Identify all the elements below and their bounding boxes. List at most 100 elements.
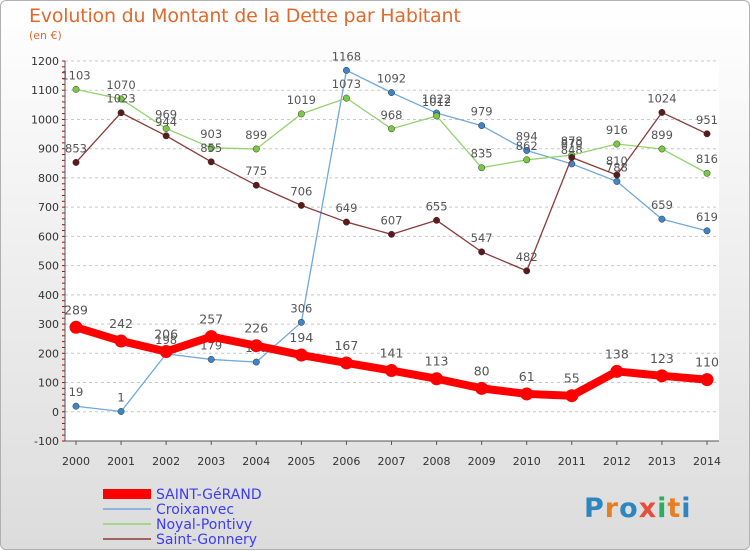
data-label: 944 xyxy=(155,115,177,129)
logo-letter: o xyxy=(619,493,639,524)
data-label: 899 xyxy=(245,128,267,142)
data-point xyxy=(523,267,531,275)
data-point xyxy=(613,177,621,185)
data-point xyxy=(207,144,215,152)
data-label: 862 xyxy=(516,139,538,153)
y-tick-label: 1200 xyxy=(31,55,59,68)
data-label: 1 xyxy=(117,390,124,404)
y-tick-label: 0 xyxy=(52,406,59,419)
data-point xyxy=(117,408,125,415)
data-point xyxy=(613,171,621,179)
x-tick-label: 2008 xyxy=(423,455,451,468)
data-label: 1073 xyxy=(332,77,361,91)
x-tick-label: 2002 xyxy=(152,455,180,468)
legend-label: Noyal-Pontivy xyxy=(156,517,252,533)
data-label: 1012 xyxy=(422,95,451,109)
data-label: 167 xyxy=(334,338,358,353)
data-label: 816 xyxy=(696,152,718,166)
data-point xyxy=(385,364,398,378)
data-label: 655 xyxy=(426,199,448,213)
y-tick-label: 900 xyxy=(38,143,59,156)
data-point xyxy=(613,140,621,148)
logo-letter: i xyxy=(657,493,668,524)
data-label: 1103 xyxy=(61,68,90,82)
y-tick-label: 1000 xyxy=(31,113,59,126)
legend-label: Croixanvec xyxy=(156,502,234,518)
data-label: 979 xyxy=(471,105,493,119)
data-label: 242 xyxy=(109,316,133,331)
x-tick-label: 2006 xyxy=(332,455,360,468)
data-label: 113 xyxy=(425,354,449,369)
data-point xyxy=(478,164,486,172)
data-label: 110 xyxy=(695,355,719,370)
data-label: 80 xyxy=(474,363,490,378)
data-point xyxy=(342,218,350,226)
data-point xyxy=(433,112,441,120)
data-point xyxy=(249,339,263,353)
x-tick-label: 2001 xyxy=(107,455,135,468)
data-label: 1023 xyxy=(106,92,135,106)
data-point xyxy=(297,201,305,209)
y-tick-label: -100 xyxy=(34,435,59,448)
data-point xyxy=(658,145,666,153)
data-point xyxy=(388,125,395,133)
logo-letter: P xyxy=(584,493,605,524)
data-label: 853 xyxy=(65,141,87,155)
data-label: 547 xyxy=(471,231,493,245)
data-label: 194 xyxy=(289,330,313,345)
y-tick-label: 500 xyxy=(38,260,59,273)
data-label: 607 xyxy=(381,213,403,227)
data-point xyxy=(252,181,260,189)
x-tick-label: 2003 xyxy=(197,455,225,468)
data-point xyxy=(207,158,215,166)
data-label: 916 xyxy=(606,123,628,137)
data-point xyxy=(252,358,260,366)
data-label: 870 xyxy=(561,136,583,150)
data-point xyxy=(703,169,711,177)
data-label: 894 xyxy=(516,129,538,143)
data-point xyxy=(252,145,260,153)
data-label: 1019 xyxy=(287,93,316,107)
data-point xyxy=(207,355,215,363)
data-point xyxy=(700,373,714,387)
data-label: 198 xyxy=(155,333,177,347)
data-point xyxy=(478,248,486,256)
data-point xyxy=(162,125,170,132)
data-label: 649 xyxy=(335,201,357,215)
data-point xyxy=(297,318,305,326)
x-tick-label: 2013 xyxy=(648,455,676,468)
y-tick-label: 800 xyxy=(38,172,59,185)
data-point xyxy=(658,108,666,116)
data-point xyxy=(610,364,624,378)
data-label: 1022 xyxy=(422,92,451,106)
x-tick-label: 2012 xyxy=(603,455,631,468)
data-label: 951 xyxy=(696,113,718,127)
data-point xyxy=(655,369,669,383)
data-label: 55 xyxy=(564,371,580,386)
data-point xyxy=(117,109,125,117)
data-point xyxy=(523,146,531,154)
unit-label: (en €) xyxy=(29,29,62,42)
data-label: 226 xyxy=(244,321,268,336)
data-point xyxy=(568,154,576,161)
data-point xyxy=(72,85,80,93)
data-label: 619 xyxy=(696,210,718,224)
data-label: 659 xyxy=(651,198,673,212)
x-tick-label: 2009 xyxy=(468,455,496,468)
data-point xyxy=(565,389,579,403)
data-point xyxy=(433,216,441,224)
data-label: 289 xyxy=(64,302,88,317)
data-point xyxy=(117,95,125,103)
data-label: 968 xyxy=(381,108,403,122)
data-label: 969 xyxy=(155,108,177,122)
x-tick-label: 2010 xyxy=(513,455,541,468)
data-label: 1168 xyxy=(332,49,361,63)
data-point xyxy=(114,334,128,348)
data-label: 482 xyxy=(516,250,538,264)
data-point xyxy=(72,158,80,166)
data-point xyxy=(520,387,534,401)
data-point xyxy=(475,381,489,395)
y-tick-label: 600 xyxy=(38,230,59,243)
data-label: 899 xyxy=(651,128,673,142)
data-label: 138 xyxy=(605,346,629,361)
